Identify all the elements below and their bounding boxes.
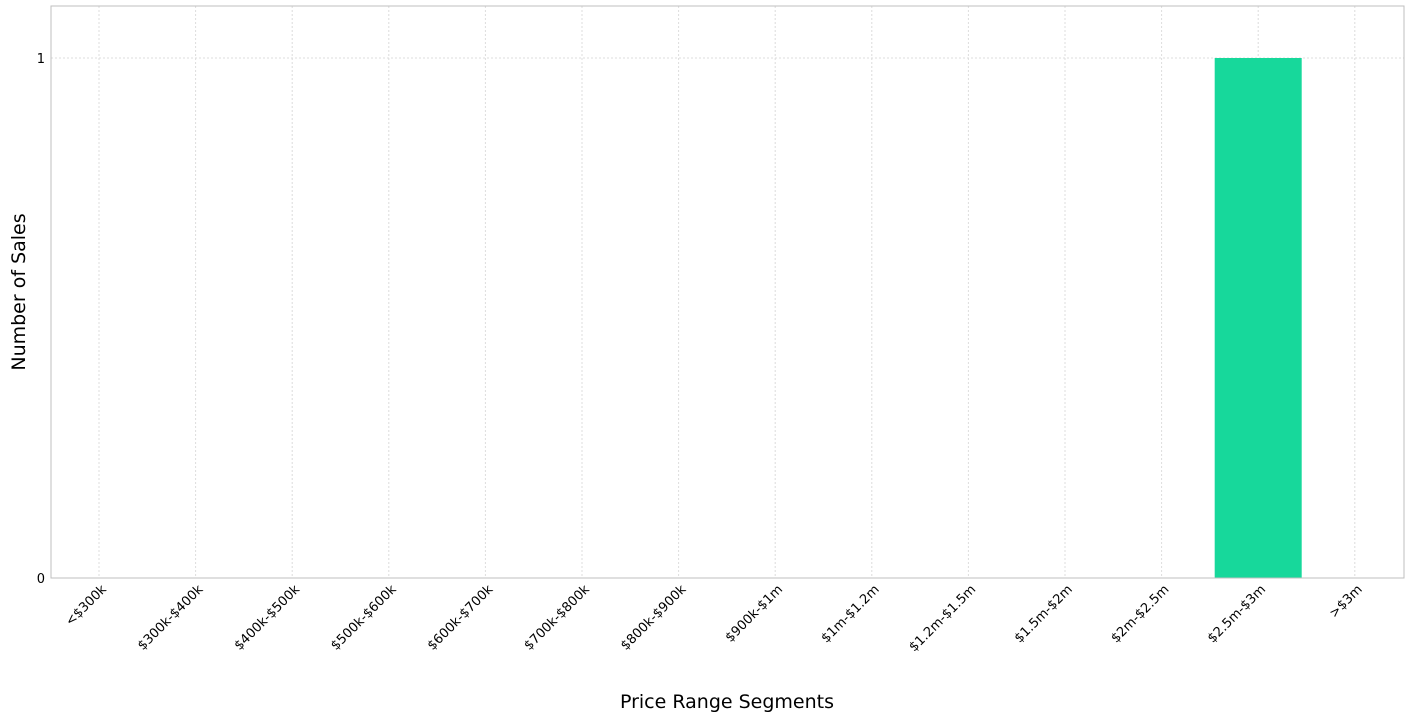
x-tick-label: $1.2m-$1.5m xyxy=(906,582,979,655)
x-tick-label: $700k-$800k xyxy=(521,582,593,654)
x-tick-label: $2.5m-$3m xyxy=(1205,582,1269,646)
y-tick-labels: 01 xyxy=(37,52,45,587)
x-tick-label: $1.5m-$2m xyxy=(1012,582,1076,646)
x-tick-label: $500k-$600k xyxy=(328,582,400,654)
x-tick-labels: <$300k $300k-$400k $400k-$500k $500k-$600k $… xyxy=(63,582,1366,655)
y-axis-title: Number of Sales xyxy=(8,213,30,370)
bar xyxy=(1214,58,1302,578)
x-tick-label: $1m-$1.2m xyxy=(819,582,883,646)
y-tick-label: 1 xyxy=(37,52,45,67)
x-tick-label: $400k-$500k xyxy=(232,582,304,654)
bars xyxy=(1214,58,1302,578)
x-tick-label: $600k-$700k xyxy=(425,582,497,654)
x-axis-title: Price Range Segments xyxy=(620,691,834,713)
x-tick-label: $300k-$400k xyxy=(135,582,207,654)
x-tick-label: >$3m xyxy=(1327,582,1366,621)
x-tick-label: $2m-$2.5m xyxy=(1108,582,1172,646)
y-tick-label: 0 xyxy=(37,572,45,587)
x-tick-label: $900k-$1m xyxy=(723,582,786,645)
plot-frame xyxy=(50,5,1405,579)
x-tick-label: $800k-$900k xyxy=(618,582,690,654)
x-tick-label: <$300k xyxy=(63,582,110,629)
grid xyxy=(51,6,1404,579)
